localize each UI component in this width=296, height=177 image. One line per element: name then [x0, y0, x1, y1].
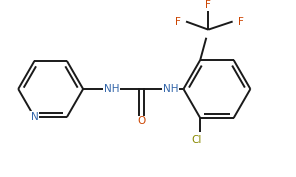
Text: NH: NH — [104, 84, 119, 94]
Text: Cl: Cl — [191, 135, 201, 145]
Text: NH: NH — [163, 84, 178, 94]
Text: F: F — [175, 16, 181, 27]
Text: O: O — [138, 116, 146, 126]
Text: N: N — [30, 112, 38, 122]
Text: F: F — [238, 16, 244, 27]
Text: F: F — [205, 0, 211, 10]
